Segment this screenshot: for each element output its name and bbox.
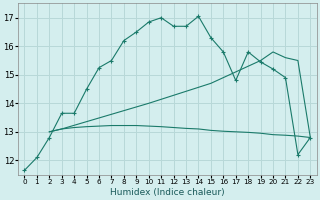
X-axis label: Humidex (Indice chaleur): Humidex (Indice chaleur) [110, 188, 225, 197]
